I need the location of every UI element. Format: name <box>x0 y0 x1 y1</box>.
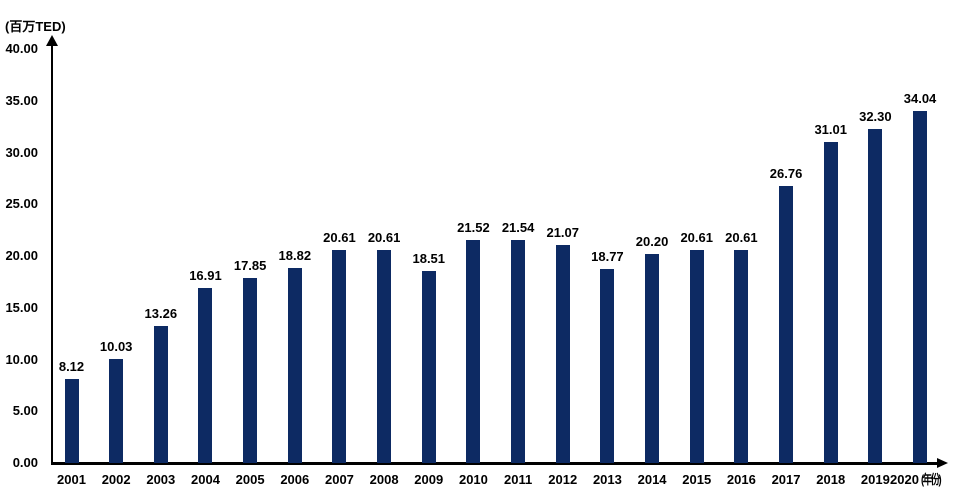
x-tick-year: 2018 <box>816 472 846 487</box>
bar-value-label: 18.77 <box>591 248 624 264</box>
bar-value-label: 21.07 <box>546 224 580 240</box>
x-tick-year: 2008 <box>369 472 399 487</box>
bar <box>377 249 392 463</box>
bar <box>511 240 526 463</box>
bar-value-label: 26.76 <box>769 166 803 182</box>
bar-value-label: 20.61 <box>367 229 401 245</box>
x-tick-year: 2005 <box>235 472 265 487</box>
y-axis-unit-label: (百万TED) <box>5 19 66 34</box>
x-tick-year: 2011 <box>503 472 533 487</box>
x-tick-label: 2010 <box>443 472 503 488</box>
y-tick-label: 30.00 <box>5 144 38 160</box>
bar-value-label: 31.01 <box>814 122 847 138</box>
x-tick-year: 2002 <box>101 472 131 487</box>
bar <box>287 268 302 463</box>
x-tick-year: 2006 <box>280 472 310 487</box>
bar <box>421 271 436 463</box>
x-tick-year: 2015 <box>682 472 712 487</box>
y-axis-arrow-icon <box>46 35 58 46</box>
x-tick-label: 2005 <box>220 472 280 488</box>
y-tick-label: 35.00 <box>5 92 38 108</box>
bar-value-label: 13.26 <box>144 305 178 321</box>
y-tick-label: 40.00 <box>5 41 38 56</box>
x-tick-year: 2014 <box>637 472 667 487</box>
x-tick-label: 2006 <box>265 472 325 488</box>
bar-value-label: 18.82 <box>278 248 312 264</box>
x-tick-year: 2017 <box>771 472 801 487</box>
bar-value-label: 18.51 <box>412 251 446 267</box>
bar <box>689 249 704 463</box>
x-tick-label: 2011 <box>488 472 548 488</box>
bar-value-label: 20.61 <box>680 229 713 245</box>
x-tick-year: 2012 <box>548 472 578 487</box>
bar-value-label: 20.20 <box>635 233 669 249</box>
x-tick-year: 2019 <box>860 472 890 487</box>
y-tick-label: 20.00 <box>5 248 38 263</box>
y-axis-line <box>51 44 53 465</box>
bar <box>823 142 838 463</box>
bar-value-label: 20.61 <box>323 229 356 245</box>
y-tick-label: 25.00 <box>5 196 38 212</box>
x-axis-arrow-icon <box>937 458 948 468</box>
x-tick-label: 2013 <box>577 472 637 488</box>
x-tick-label: 2012 <box>533 472 593 488</box>
x-axis-year-note: (年份) <box>920 472 942 487</box>
y-tick-label: 0.00 <box>12 455 38 470</box>
bar <box>64 378 79 463</box>
bar <box>779 186 794 463</box>
bar-value-label: 10.03 <box>99 339 133 355</box>
x-tick-label: 2020 (年份) <box>890 472 972 488</box>
x-tick-label: 2004 <box>175 472 235 488</box>
bar <box>332 249 347 463</box>
bar-value-label: 17.85 <box>233 258 267 274</box>
x-tick-year: 2013 <box>592 472 622 487</box>
x-tick-label: 2014 <box>622 472 682 488</box>
x-tick-label: 2008 <box>354 472 414 488</box>
x-tick-label: 2003 <box>131 472 191 488</box>
x-tick-label: 2009 <box>399 472 459 488</box>
bar <box>734 249 749 463</box>
bar <box>198 287 213 463</box>
x-tick-year: 2007 <box>324 472 354 487</box>
x-tick-year: 2016 <box>726 472 756 487</box>
y-tick-label: 10.00 <box>5 351 38 367</box>
bar <box>466 240 481 463</box>
x-tick-label: 2019 <box>845 472 905 488</box>
bar-value-label: 32.30 <box>859 108 892 124</box>
x-tick-label: 2002 <box>86 472 146 488</box>
bar-value-label: 16.91 <box>189 267 222 283</box>
x-tick-label: 2018 <box>801 472 861 488</box>
x-tick-label: 2001 <box>42 472 102 488</box>
bar-value-label: 34.04 <box>903 90 937 106</box>
x-tick-year: 2010 <box>458 472 488 487</box>
bar <box>600 268 615 463</box>
bar <box>153 325 168 463</box>
x-tick-year: 2003 <box>146 472 176 487</box>
bar <box>645 253 660 463</box>
x-tick-year: 2004 <box>191 472 220 487</box>
bar-value-label: 8.12 <box>58 358 85 374</box>
bar <box>109 359 124 463</box>
x-tick-label: 2007 <box>309 472 369 488</box>
x-tick-label: 2015 <box>667 472 727 488</box>
x-tick-label: 2017 <box>756 472 816 488</box>
bar-value-label: 20.61 <box>725 229 758 245</box>
bar <box>555 244 570 463</box>
bar <box>868 128 883 463</box>
y-tick-label: 15.00 <box>5 299 38 315</box>
bar-value-label: 21.52 <box>457 220 490 236</box>
x-axis-line <box>51 462 939 465</box>
bar <box>243 278 258 463</box>
x-tick-label: 2016 <box>711 472 771 488</box>
bar-value-label: 21.54 <box>501 220 535 236</box>
x-tick-year: 2001 <box>57 472 86 487</box>
bar <box>913 110 928 463</box>
x-tick-year: 2020 <box>890 472 919 487</box>
y-tick-label: 5.00 <box>12 403 38 419</box>
x-tick-year: 2009 <box>414 472 444 487</box>
